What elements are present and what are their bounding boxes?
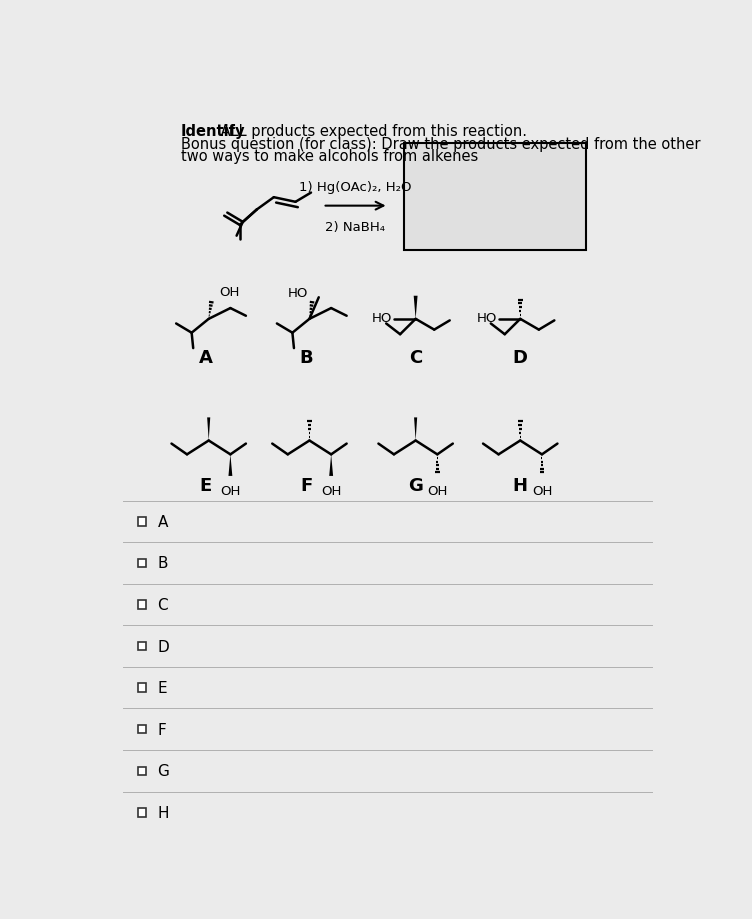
Bar xyxy=(138,766,147,776)
Text: OH: OH xyxy=(220,285,240,299)
Text: D: D xyxy=(513,349,528,367)
Text: F: F xyxy=(158,722,166,737)
Bar xyxy=(138,601,147,609)
Bar xyxy=(138,559,147,568)
Text: E: E xyxy=(158,680,167,696)
Bar xyxy=(138,642,147,651)
Text: F: F xyxy=(300,477,313,494)
Bar xyxy=(138,809,147,817)
Text: G: G xyxy=(158,764,169,778)
Text: A: A xyxy=(158,515,168,529)
Text: E: E xyxy=(199,477,212,494)
Text: H: H xyxy=(158,805,169,820)
Polygon shape xyxy=(229,455,232,476)
Text: 1) Hg(OAc)₂, H₂O: 1) Hg(OAc)₂, H₂O xyxy=(299,180,411,193)
Text: HO: HO xyxy=(287,287,308,300)
Text: B: B xyxy=(299,349,313,367)
Text: A: A xyxy=(199,349,213,367)
Bar xyxy=(138,517,147,526)
Text: OH: OH xyxy=(427,484,447,497)
Polygon shape xyxy=(329,455,333,476)
Text: Identify: Identify xyxy=(180,123,245,139)
Text: ALL products expected from this reaction.: ALL products expected from this reaction… xyxy=(216,123,526,139)
Polygon shape xyxy=(414,418,417,441)
Polygon shape xyxy=(414,297,417,320)
Text: HO: HO xyxy=(477,312,497,324)
Bar xyxy=(138,684,147,692)
Text: OH: OH xyxy=(321,484,341,497)
Bar xyxy=(404,144,586,250)
Text: B: B xyxy=(158,556,168,571)
Text: OH: OH xyxy=(220,484,241,497)
Text: H: H xyxy=(513,477,528,494)
Text: 2) NaBH₄: 2) NaBH₄ xyxy=(325,221,385,233)
Text: C: C xyxy=(409,349,423,367)
Text: G: G xyxy=(408,477,423,494)
Bar xyxy=(138,725,147,733)
Text: D: D xyxy=(158,639,169,654)
Text: C: C xyxy=(158,597,168,612)
Text: OH: OH xyxy=(532,484,552,497)
Text: Bonus question (for class): Draw the products expected from the other: Bonus question (for class): Draw the pro… xyxy=(180,137,700,152)
Polygon shape xyxy=(207,418,211,441)
Text: HO: HO xyxy=(372,312,393,324)
Text: two ways to make alcohols from alkenes: two ways to make alcohols from alkenes xyxy=(180,149,478,164)
